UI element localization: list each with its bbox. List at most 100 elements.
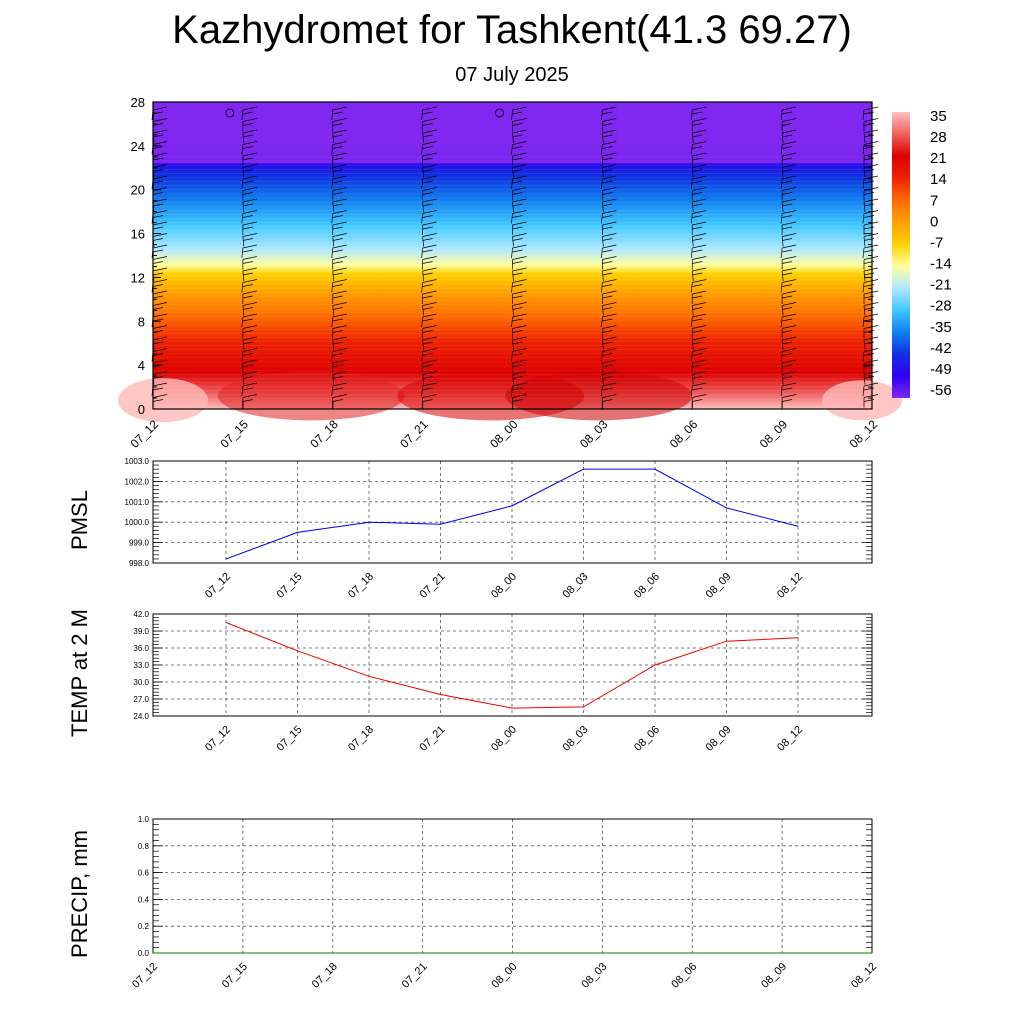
wind-barb-flag xyxy=(512,279,527,283)
y-tick-label: 999.0 xyxy=(129,539,150,548)
wind-barb-flag xyxy=(242,238,253,241)
x-tick-label: 08_00 xyxy=(489,571,519,601)
wind-barb-shaft xyxy=(690,385,693,397)
data-point xyxy=(871,952,873,954)
wind-barb-flag xyxy=(692,175,707,180)
wind-barb-flag xyxy=(152,382,168,387)
wind-barb-flag xyxy=(782,169,793,172)
y-tick-label: 0.0 xyxy=(138,949,150,958)
wind-barb-flag xyxy=(692,353,703,356)
wind-barb-flag xyxy=(242,318,253,322)
wind-barb-shaft xyxy=(511,178,513,190)
data-point xyxy=(511,707,513,709)
wind-barb-flag xyxy=(512,295,523,299)
wind-barb-flag xyxy=(242,152,257,157)
wind-barb-flag xyxy=(332,387,343,391)
x-tick-label: 07_12 xyxy=(203,724,233,754)
wind-barb-flag xyxy=(692,318,703,322)
wind-barb-flag xyxy=(242,341,253,345)
wind-barb-flag xyxy=(152,261,164,264)
wind-barb-flag xyxy=(692,152,707,157)
x-tick-label: 08_12 xyxy=(849,961,879,991)
wind-barb-flag xyxy=(692,295,703,299)
wind-barb-flag xyxy=(512,272,523,276)
wind-barb-flag xyxy=(152,111,164,115)
wind-barb-shaft xyxy=(512,236,514,247)
wind-barb-shaft xyxy=(781,305,784,316)
wind-barb-column xyxy=(601,106,617,408)
wind-barb-shaft xyxy=(331,213,334,224)
wind-barb-flag xyxy=(152,295,164,299)
wind-barb-flag xyxy=(422,387,433,391)
wind-barb-flag xyxy=(692,111,703,115)
wind-barb-flag xyxy=(602,330,613,333)
wind-barb-flag xyxy=(863,382,879,387)
wind-barb-flag xyxy=(602,203,613,207)
wind-barb-flag xyxy=(512,146,523,149)
wind-barb-flag xyxy=(863,371,879,375)
wind-barb-shaft xyxy=(691,305,694,316)
wind-barb-flag xyxy=(692,376,703,379)
wind-barb-flag xyxy=(152,238,164,241)
wind-barb-flag xyxy=(332,157,343,161)
wind-barb-flag xyxy=(242,382,257,387)
wind-barb-flag xyxy=(512,221,527,226)
wind-barb-shaft xyxy=(781,167,784,178)
colorbar-label: -28 xyxy=(930,298,952,315)
x-tick-label: 07_21 xyxy=(400,961,430,991)
data-point xyxy=(691,952,693,954)
wind-barb-flag xyxy=(782,330,793,333)
wind-barb-flag xyxy=(152,198,168,203)
wind-barb-flag xyxy=(782,394,797,398)
wind-barb-flag xyxy=(332,210,347,214)
wind-barb-flag xyxy=(422,123,433,126)
wind-barb-shaft xyxy=(781,270,784,282)
wind-barb-flag xyxy=(602,376,613,379)
colorbar-fill xyxy=(892,112,910,398)
wind-barb-flag xyxy=(782,295,793,299)
wind-barb-flag xyxy=(152,302,168,306)
wind-barb-shaft xyxy=(332,132,335,144)
wind-barb-shaft xyxy=(511,109,513,121)
wind-barb-flag xyxy=(692,106,707,111)
y-tick-label: 0.8 xyxy=(138,842,150,851)
wind-barb-flag xyxy=(152,152,168,157)
wind-barb-flag xyxy=(782,203,793,207)
wind-barb-flag xyxy=(422,203,433,207)
y-tick-label: 24.0 xyxy=(133,712,149,721)
wind-barb-flag xyxy=(422,244,437,249)
wind-barb-flag xyxy=(242,290,257,295)
data-point xyxy=(654,468,656,470)
wind-barb-flag xyxy=(602,134,613,138)
wind-barb-flag xyxy=(782,313,797,318)
colorbar-label: -7 xyxy=(930,234,943,251)
wind-barb-flag xyxy=(152,226,164,230)
wind-barb-flag xyxy=(512,318,523,322)
wind-barb-flag xyxy=(242,129,257,134)
wind-barb-flag xyxy=(332,175,347,180)
wind-barb-flag xyxy=(152,123,164,126)
wind-barb-flag xyxy=(602,267,617,272)
wind-barb-flag xyxy=(332,164,347,168)
colorbar-label: 35 xyxy=(930,108,947,125)
wind-barb-flag xyxy=(152,164,168,168)
wind-barb-flag xyxy=(512,261,523,264)
wind-barb-flag xyxy=(242,141,257,145)
x-tick-label: 07_15 xyxy=(217,417,251,451)
wind-barb-flag xyxy=(152,325,168,329)
heatmap-warm-cell xyxy=(217,371,405,421)
wind-barb-shaft xyxy=(422,339,424,351)
wind-barb-flag xyxy=(782,210,797,214)
y-tick-label: 4 xyxy=(138,358,145,373)
wind-barb-flag xyxy=(422,353,433,356)
wind-barb-flag xyxy=(242,336,257,341)
wind-barb-flag xyxy=(152,353,164,356)
wind-barb-shaft xyxy=(862,213,865,224)
wind-barb-flag xyxy=(602,353,613,356)
wind-barb-flag xyxy=(692,313,707,318)
wind-barb-shaft xyxy=(242,167,245,178)
wind-barb-flag xyxy=(332,152,347,157)
wind-barb-flag xyxy=(242,284,253,287)
wind-barb-flag xyxy=(332,359,347,364)
wind-barb-flag xyxy=(422,233,437,237)
